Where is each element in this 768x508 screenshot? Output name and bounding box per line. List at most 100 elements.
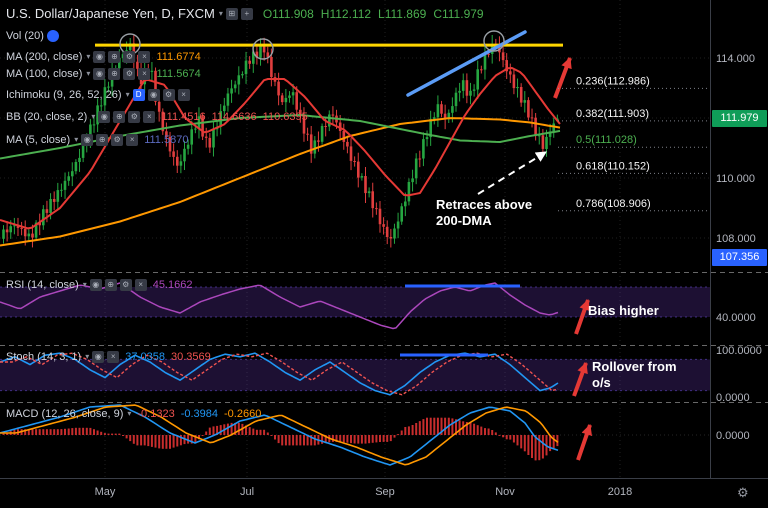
price-axis-label: 0.0000 [716,430,750,442]
indicator-label: Ichimoku (9, 26, 52, 26) [6,88,122,101]
close-icon[interactable]: × [177,88,190,101]
chevron-down-icon[interactable]: ▾ [218,9,223,18]
more-icon[interactable]: ⊕ [113,110,126,123]
settings-icon[interactable]: ⚙ [162,88,175,101]
ma100-value: 111.5674 [156,67,201,80]
visibility-icon[interactable]: ◉ [81,133,94,146]
macd-legend-row[interactable]: MACD (12, 26, close, 9) ▾ -0.1323 -0.398… [6,406,261,421]
stoch-pane [0,352,559,396]
time-axis-label: Nov [495,486,515,498]
red-up-arrow[interactable] [576,423,592,461]
red-up-arrow[interactable] [572,361,588,397]
bb-upper-value: 114.6636 [211,110,257,123]
chevron-down-icon[interactable]: ▾ [125,90,130,99]
peak-circle[interactable] [252,38,274,60]
chevron-down-icon[interactable]: ▾ [85,352,90,361]
fib-label: 0.236(112.986) [576,75,650,87]
moving-averages [0,67,561,247]
white-dashed-arrow[interactable] [477,151,547,195]
annotation-rollover: Rollover from o/s [592,359,677,390]
legend-row-ma200[interactable]: MA (200, close) ▾ ◉ ⊕ ⚙ × 111.6774 [6,49,201,64]
time-axis-label: May [95,486,116,498]
settings-icon[interactable]: ⚙ [111,133,124,146]
indicator-label: MA (5, close) [6,133,71,146]
visibility-icon[interactable]: ◉ [89,278,102,291]
red-up-arrow[interactable] [574,298,590,335]
fib-retracement[interactable]: 0.236(112.986) 0.382(111.903) 0.5(111.028)… [558,75,710,212]
macd-line-value: -0.3984 [180,407,219,420]
close-icon[interactable]: × [138,67,151,80]
fib-label: 0.618(110.152) [576,160,650,172]
visibility-icon[interactable]: ◉ [93,67,106,80]
close-icon[interactable]: × [143,110,156,123]
more-icon[interactable]: ⊕ [108,67,121,80]
ohlc-high: H112.112 [320,6,372,21]
macd-hist-value: -0.1323 [137,407,175,420]
time-axis-label: 2018 [608,486,632,498]
chevron-down-icon[interactable]: ▾ [74,135,79,144]
fib-label: 0.5(111.028) [576,134,637,146]
settings-icon[interactable]: ⚙ [119,278,132,291]
chevron-down-icon[interactable]: ▾ [91,112,96,121]
rsi-legend-row[interactable]: RSI (14, close) ▾ ◉ ⊕ ⚙ × 45.1662 [6,277,193,292]
indicator-label: Vol (20) [6,29,44,42]
more-icon[interactable]: ⊕ [96,133,109,146]
price-axis[interactable]: 114.000 110.000 108.000 40.0000 100.0000 0.00… [716,53,762,442]
ma200-value: 111.6774 [156,50,201,63]
close-icon[interactable]: × [107,350,120,363]
time-axis-label: Sep [375,486,395,498]
indicator-label: MA (100, close) [6,67,83,80]
legend-row-bb[interactable]: BB (20, close, 2) ▾ ◉ ⊕ ⚙ × 111.4516 114… [6,109,308,124]
close-icon[interactable]: × [138,50,151,63]
more-icon[interactable]: ⊕ [104,278,117,291]
stoch-k-value: 37.0358 [125,350,165,363]
price-axis-label: 108.000 [716,233,756,245]
close-icon[interactable]: × [134,278,147,291]
legend-row-ma5[interactable]: MA (5, close) ▾ ◉ ⊕ ⚙ × 111.5870 [6,132,188,147]
settings-icon[interactable]: ⚙ [123,50,136,63]
chevron-down-icon[interactable]: ▾ [86,52,91,61]
visibility-icon[interactable]: ◉ [92,350,105,363]
visibility-icon[interactable]: ◉ [93,50,106,63]
settings-icon[interactable]: ⚙ [123,67,136,80]
indicator-selected-icon[interactable] [46,29,59,42]
bb-basis-value: 111.4516 [161,110,206,123]
compare-icon[interactable]: + [240,7,253,20]
visibility-icon[interactable]: ◉ [98,110,111,123]
candlestick-series [2,35,559,248]
chart-style-icon[interactable]: ⊞ [225,7,238,20]
visibility-icon[interactable]: ◉ [147,88,160,101]
price-scale-settings-icon[interactable]: ⚙ [737,485,749,500]
stoch-legend-row[interactable]: Stoch (14, 3, 1) ▾ ◉ × 37.0358 30.3569 [6,349,211,364]
data-window-icon[interactable]: D [132,88,145,101]
pane-separators[interactable] [0,0,768,479]
bb-lower-value: 110.6395 [262,110,308,123]
legend-row-ichimoku[interactable]: Ichimoku (9, 26, 52, 26) ▾ D ◉ ⚙ × [6,87,190,102]
fib-label: 0.382(111.903) [576,108,649,120]
chart-drawings[interactable] [95,30,592,461]
red-up-arrow[interactable] [553,56,572,99]
blue-trendline[interactable] [406,30,527,97]
close-icon[interactable]: × [126,133,139,146]
chevron-down-icon[interactable]: ▾ [82,280,87,289]
time-axis[interactable]: May Jul Sep Nov 2018 [95,486,633,498]
peak-circle[interactable] [483,30,505,52]
legend-row-vol[interactable]: Vol (20) [6,28,59,43]
ohlc-close: C111.979 [433,6,484,21]
more-icon[interactable]: ⊕ [108,50,121,63]
chevron-down-icon[interactable]: ▾ [86,69,91,78]
indicator-price-tag: 107.356 [712,248,767,266]
fib-label: 0.786(108.906) [576,198,651,210]
annotation-retraces: Retraces above 200-DMA [436,197,533,228]
symbol-header[interactable]: U.S. Dollar/Japanese Yen, D, FXCM ▾ ⊞ + … [6,6,484,21]
indicator-label: MACD (12, 26, close, 9) [6,407,124,420]
price-axis-label: 114.000 [716,53,755,65]
price-axis-label: 0.0000 [716,392,750,404]
legend-row-ma100[interactable]: MA (100, close) ▾ ◉ ⊕ ⚙ × 111.5674 [6,66,201,81]
chevron-down-icon[interactable]: ▾ [127,409,132,418]
ma5-value: 111.5870 [144,133,189,146]
settings-icon[interactable]: ⚙ [128,110,141,123]
annotation-bias-higher: Bias higher [588,303,659,318]
symbol-title: U.S. Dollar/Japanese Yen, D, FXCM [6,6,215,21]
